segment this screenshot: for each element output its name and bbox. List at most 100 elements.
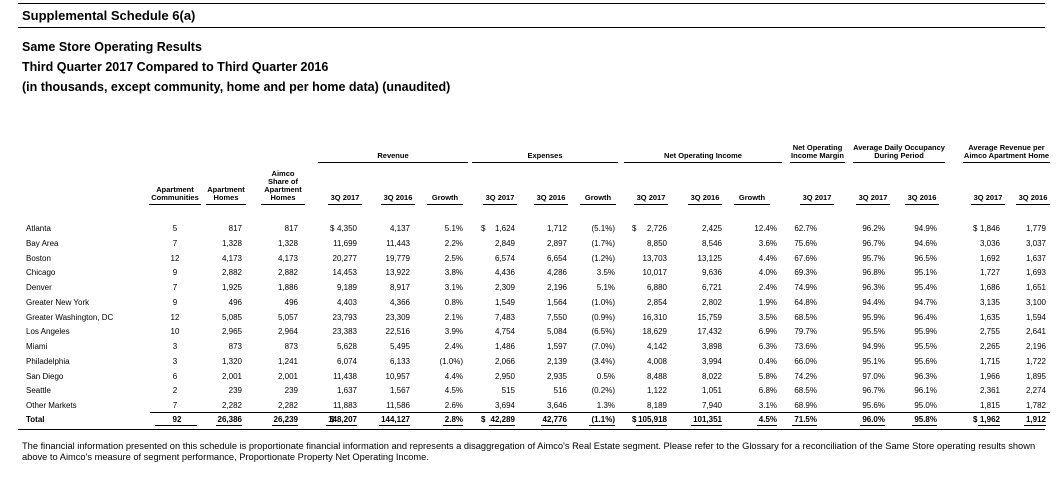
cell: 74.2% xyxy=(794,371,817,381)
cell: 4.5% xyxy=(444,386,463,396)
cell: 95.1% xyxy=(914,268,937,278)
cell: 4.4% xyxy=(758,253,777,263)
row-name: Boston xyxy=(26,253,51,263)
cell: 11,586 xyxy=(386,401,410,410)
cell: 20,277 xyxy=(332,253,357,263)
cell: 67.6% xyxy=(794,253,817,263)
group-header: Net Operating Income Margin xyxy=(790,144,845,163)
cell: 144,127 xyxy=(379,415,410,426)
cell: 148,207 xyxy=(326,415,357,426)
cell: 3,646 xyxy=(546,401,567,410)
cell: 2,196 xyxy=(1025,342,1046,351)
cell: 2.1% xyxy=(444,312,463,322)
cell: 515 xyxy=(501,386,515,396)
cell: 11,438 xyxy=(333,371,357,381)
cell: 11,883 xyxy=(333,401,357,410)
cell: 12 xyxy=(170,253,180,263)
cell: 6.8% xyxy=(758,386,777,396)
group-header: Average Daily Occupancy During Period xyxy=(853,144,945,163)
column-header: 3Q 2017 xyxy=(328,194,362,205)
cell: 5,085 xyxy=(221,312,242,322)
cell: 3 xyxy=(172,356,178,366)
cell: 2,274 xyxy=(1025,386,1046,396)
cell: 2 xyxy=(172,386,178,396)
cell: 2,641 xyxy=(1025,327,1046,337)
cell: 13,125 xyxy=(697,253,722,263)
cell: 2,066 xyxy=(494,356,515,366)
cell: 1,815 xyxy=(979,401,1000,410)
cell: 1,925 xyxy=(221,283,242,292)
row-name: Miami xyxy=(26,342,48,351)
row-name: Denver xyxy=(26,283,52,292)
cell: 2,755 xyxy=(979,327,1000,337)
column-header: 3Q 2017 xyxy=(971,194,1005,205)
cell: 6,574 xyxy=(494,253,515,263)
cell: 8,850 xyxy=(646,238,667,248)
cell: 2,726 xyxy=(646,224,667,233)
cell: 95.0% xyxy=(914,401,937,410)
cell: 94.7% xyxy=(914,297,937,307)
cell: 7,483 xyxy=(494,312,515,322)
cell: 2,897 xyxy=(546,238,567,248)
cell: 1,328 xyxy=(277,238,298,248)
title-rule xyxy=(18,27,1045,28)
cell: 9 xyxy=(172,268,178,278)
cell: (1.1%) xyxy=(589,415,615,426)
cell: 1,241 xyxy=(277,356,298,366)
row-name: Total xyxy=(26,415,45,424)
cell: 13,922 xyxy=(385,268,410,278)
total-top-rule xyxy=(150,412,1050,413)
cell: (1.0%) xyxy=(591,297,615,307)
cell: 5 xyxy=(172,224,178,233)
cell: 68.5% xyxy=(794,312,817,322)
column-header: 3Q 2017 xyxy=(483,194,517,205)
cell: 1,782 xyxy=(1025,401,1046,410)
cell: (1.2%) xyxy=(591,253,615,263)
cell: 5.1% xyxy=(444,224,463,233)
cell: 95.8% xyxy=(912,415,937,426)
cell: 873 xyxy=(228,342,242,351)
cell: 10,017 xyxy=(642,268,667,278)
cell: 3,694 xyxy=(494,401,515,410)
cell: 2,964 xyxy=(277,327,298,337)
cell: 5,628 xyxy=(336,342,357,351)
cell: 3.1% xyxy=(758,401,777,410)
group-header: Expenses xyxy=(472,152,618,163)
cell: 3.5% xyxy=(758,312,777,322)
cell: 3,100 xyxy=(1025,297,1046,307)
cell: 95.6% xyxy=(862,401,885,410)
cell: 3.6% xyxy=(758,238,777,248)
cell: 95.5% xyxy=(862,327,885,337)
cell: 74.9% xyxy=(794,283,817,292)
cell: 1,715 xyxy=(979,356,1000,366)
cell: 11,443 xyxy=(386,238,410,248)
cell: 2,882 xyxy=(277,268,298,278)
cell: 23,309 xyxy=(385,312,410,322)
cell: 2,282 xyxy=(221,401,242,410)
cell: 95.1% xyxy=(862,356,885,366)
cell: 6,133 xyxy=(389,356,410,366)
cell: 6,654 xyxy=(546,253,567,263)
cell: 96.1% xyxy=(914,386,937,396)
cell: 496 xyxy=(284,297,298,307)
cell: 7 xyxy=(172,401,178,410)
cell: (0.9%) xyxy=(591,312,615,322)
cell: 2.5% xyxy=(444,253,463,263)
cell: 3,036 xyxy=(979,238,1000,248)
cell: 1,966 xyxy=(979,371,1000,381)
column-header: Apartment Homes xyxy=(206,186,246,205)
cell: 2,965 xyxy=(221,327,242,337)
cell: 6.9% xyxy=(758,327,777,337)
cell: 1,895 xyxy=(1025,371,1046,381)
cell: 3,994 xyxy=(701,356,722,366)
cell: 95.7% xyxy=(862,253,885,263)
cell: 95.5% xyxy=(914,342,937,351)
cell: 19,779 xyxy=(385,253,410,263)
cell: 10,957 xyxy=(385,371,410,381)
cell: 71.5% xyxy=(792,415,817,426)
cell: 4,436 xyxy=(494,268,515,278)
cell: 1,712 xyxy=(546,224,567,233)
cell: 1,122 xyxy=(646,386,667,396)
cell: 96.5% xyxy=(914,253,937,263)
cell: 16,310 xyxy=(642,312,667,322)
